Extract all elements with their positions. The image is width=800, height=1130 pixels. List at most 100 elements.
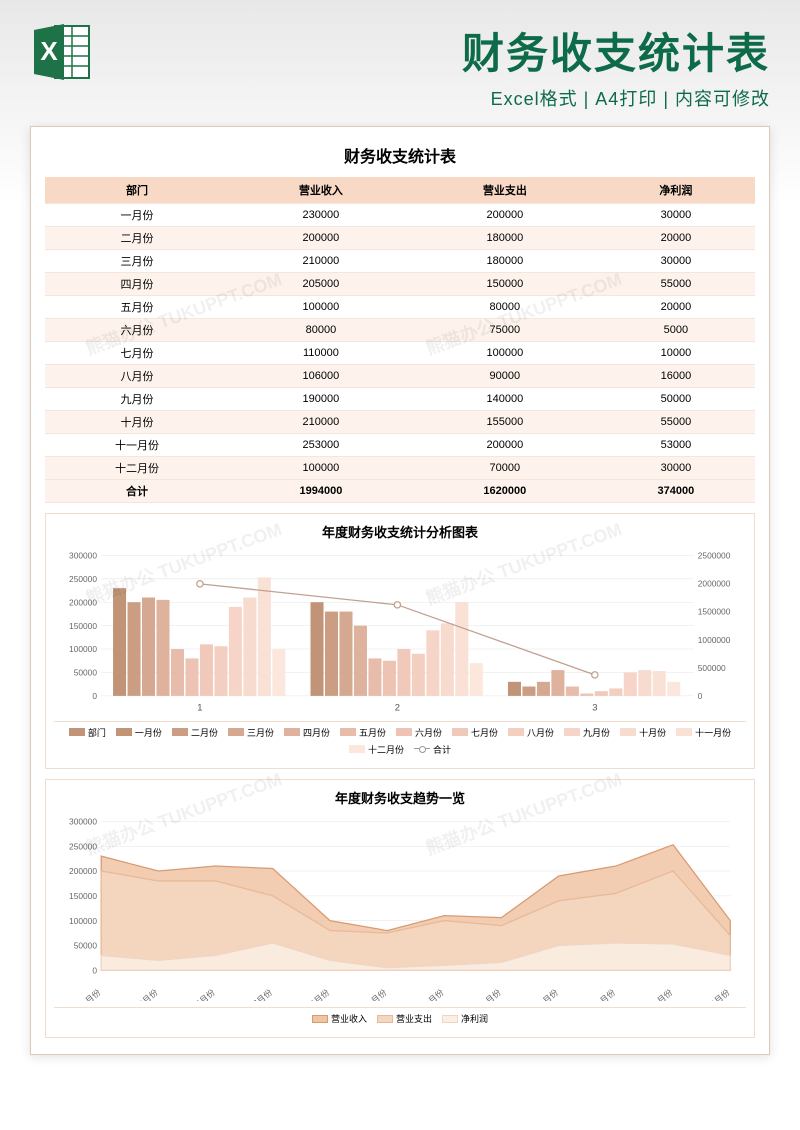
table-cell: 230000 (229, 204, 413, 227)
svg-text:六月份: 六月份 (363, 987, 389, 1002)
area-chart-title: 年度财务收支趋势一览 (54, 788, 746, 807)
table-cell: 30000 (597, 457, 755, 480)
svg-text:50000: 50000 (74, 668, 98, 678)
svg-text:250000: 250000 (69, 841, 97, 851)
svg-text:X: X (40, 36, 58, 66)
table-row: 五月份1000008000020000 (45, 296, 755, 319)
svg-text:150000: 150000 (69, 621, 97, 631)
table-row: 七月份11000010000010000 (45, 342, 755, 365)
table-cell: 30000 (597, 204, 755, 227)
legend-item: 八月份 (508, 726, 554, 739)
svg-text:五月份: 五月份 (306, 987, 332, 1002)
svg-text:2: 2 (395, 702, 400, 713)
legend-item: 十二月份 (349, 743, 404, 756)
svg-text:500000: 500000 (698, 663, 726, 673)
table-cell: 100000 (229, 296, 413, 319)
table-cell: 九月份 (45, 388, 229, 411)
table-cell: 10000 (597, 342, 755, 365)
excel-icon: X (30, 20, 94, 84)
table-cell: 十一月份 (45, 434, 229, 457)
legend-item: 部门 (69, 726, 106, 739)
table-cell: 70000 (413, 457, 597, 480)
table-row: 一月份23000020000030000 (45, 204, 755, 227)
area-chart-box: 年度财务收支趋势一览 05000010000015000020000025000… (45, 779, 755, 1039)
legend-item: 三月份 (228, 726, 274, 739)
svg-text:二月份: 二月份 (134, 987, 160, 1002)
table-cell: 180000 (413, 250, 597, 273)
table-cell: 180000 (413, 227, 597, 250)
table-header-row: 部门营业收入营业支出净利润 (45, 177, 755, 204)
table-cell: 30000 (597, 250, 755, 273)
svg-text:三月份: 三月份 (191, 987, 217, 1002)
svg-text:七月份: 七月份 (420, 987, 446, 1002)
table-row: 十月份21000015500055000 (45, 411, 755, 434)
table-cell: 100000 (413, 342, 597, 365)
table-cell: 205000 (229, 273, 413, 296)
table-cell: 200000 (413, 204, 597, 227)
svg-text:100000: 100000 (69, 644, 97, 654)
svg-text:3: 3 (592, 702, 597, 713)
table-row: 十二月份1000007000030000 (45, 457, 755, 480)
table-header-cell: 净利润 (597, 177, 755, 204)
svg-text:300000: 300000 (69, 551, 97, 561)
legend-item: 五月份 (340, 726, 386, 739)
legend-item: 六月份 (396, 726, 442, 739)
table-cell: 一月份 (45, 204, 229, 227)
table-cell: 20000 (597, 296, 755, 319)
table-cell: 三月份 (45, 250, 229, 273)
table-header-cell: 营业支出 (413, 177, 597, 204)
table-cell: 53000 (597, 434, 755, 457)
svg-text:150000: 150000 (69, 891, 97, 901)
svg-text:0: 0 (92, 965, 97, 975)
svg-text:2000000: 2000000 (698, 579, 731, 589)
legend-item: 合计 (414, 743, 451, 756)
table-cell: 190000 (229, 388, 413, 411)
legend-item: 十月份 (620, 726, 666, 739)
table-cell: 100000 (229, 457, 413, 480)
table-cell: 106000 (229, 365, 413, 388)
svg-text:十月份: 十月份 (591, 987, 617, 1002)
sheet-title: 财务收支统计表 (45, 143, 755, 167)
main-title: 财务收支统计表 (106, 20, 770, 81)
table-cell: 十二月份 (45, 457, 229, 480)
table-cell: 75000 (413, 319, 597, 342)
table-cell: 5000 (597, 319, 755, 342)
svg-text:九月份: 九月份 (534, 987, 560, 1002)
table-cell: 200000 (413, 434, 597, 457)
table-row: 二月份20000018000020000 (45, 227, 755, 250)
bar-chart-box: 年度财务收支统计分析图表 050000100000150000200000250… (45, 513, 755, 769)
page: X 财务收支统计表 Excel格式 | A4打印 | 内容可修改 财务收支统计表… (0, 0, 800, 1130)
svg-text:2500000: 2500000 (698, 551, 731, 561)
svg-text:0: 0 (92, 691, 97, 701)
area-chart: 050000100000150000200000250000300000一月份二… (54, 813, 746, 1002)
svg-text:200000: 200000 (69, 866, 97, 876)
table-cell: 六月份 (45, 319, 229, 342)
table-cell: 55000 (597, 411, 755, 434)
svg-text:十二月份: 十二月份 (699, 987, 732, 1002)
table-cell: 合计 (45, 480, 229, 503)
table-cell: 55000 (597, 273, 755, 296)
header-text: 财务收支统计表 Excel格式 | A4打印 | 内容可修改 (106, 20, 770, 111)
table-cell: 210000 (229, 250, 413, 273)
table-cell: 20000 (597, 227, 755, 250)
svg-text:100000: 100000 (69, 916, 97, 926)
table-cell: 210000 (229, 411, 413, 434)
svg-text:250000: 250000 (69, 574, 97, 584)
bar-chart-legend: 部门一月份二月份三月份四月份五月份六月份七月份八月份九月份十月份十一月份十二月份… (54, 721, 746, 760)
table-cell: 90000 (413, 365, 597, 388)
svg-text:1500000: 1500000 (698, 607, 731, 617)
svg-text:八月份: 八月份 (477, 987, 503, 1002)
table-cell: 七月份 (45, 342, 229, 365)
legend-item: 二月份 (172, 726, 218, 739)
legend-item: 七月份 (452, 726, 498, 739)
legend-item: 九月份 (564, 726, 610, 739)
svg-text:四月份: 四月份 (248, 987, 274, 1002)
table-total-row: 合计19940001620000374000 (45, 480, 755, 503)
svg-text:十一月份: 十一月份 (642, 987, 675, 1002)
svg-text:300000: 300000 (69, 816, 97, 826)
table-cell: 140000 (413, 388, 597, 411)
table-cell: 1620000 (413, 480, 597, 503)
table-cell: 374000 (597, 480, 755, 503)
bar-chart-title: 年度财务收支统计分析图表 (54, 522, 746, 541)
legend-item: 十一月份 (676, 726, 731, 739)
